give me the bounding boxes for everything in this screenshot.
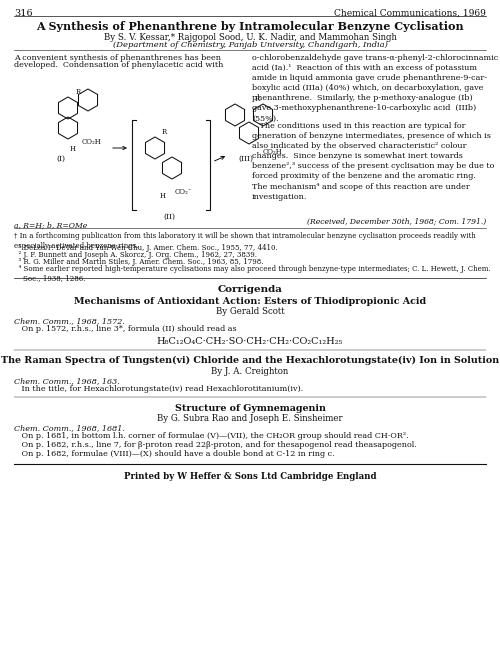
Text: R: R [162, 128, 167, 136]
Text: o-chlorobenzaldehyde gave trans-α-phenyl-2-chlorocinnamic
acid (Ia).¹  Reaction : o-chlorobenzaldehyde gave trans-α-phenyl… [252, 54, 498, 122]
Text: Chem. Comm., 1968, 1681.: Chem. Comm., 1968, 1681. [14, 424, 125, 432]
Text: In the title, for Hexachlorotungstate(iv) read Hexachlorotitanium(iv).: In the title, for Hexachlorotungstate(iv… [14, 385, 303, 393]
Text: Chem. Comm., 1968, 163.: Chem. Comm., 1968, 163. [14, 377, 120, 385]
Text: ⁴ Some earlier reported high-temperature cyclisations may also proceed through b: ⁴ Some earlier reported high-temperature… [14, 265, 491, 282]
Text: R: R [255, 95, 260, 103]
Text: a, R=H; b, R=OMe: a, R=H; b, R=OMe [14, 222, 88, 230]
Text: On p. 1681, in bottom l.h. corner of formulae (V)—(VII), the CH₂OR group should : On p. 1681, in bottom l.h. corner of for… [14, 432, 408, 440]
Text: (III): (III) [238, 155, 253, 163]
Text: R: R [76, 88, 81, 96]
Text: Printed by W Heffer & Sons Ltd Cambridge England: Printed by W Heffer & Sons Ltd Cambridge… [124, 472, 376, 481]
Text: Chemical Communications, 1969: Chemical Communications, 1969 [334, 9, 486, 18]
Text: By S. V. Kessar,* Rajgopol Sood, U. K. Nadir, and Mammohan Singh: By S. V. Kessar,* Rajgopol Sood, U. K. N… [104, 33, 397, 42]
Text: On p. 1572, r.h.s., line 3*, formula (II) should read as: On p. 1572, r.h.s., line 3*, formula (II… [14, 325, 236, 333]
Text: CO₂⁻: CO₂⁻ [175, 188, 192, 196]
Text: Structure of Gymnemagenin: Structure of Gymnemagenin [174, 404, 326, 413]
Text: H: H [70, 145, 76, 153]
Text: A Synthesis of Phenanthrene by Intramolecular Benzyne Cyclisation: A Synthesis of Phenanthrene by Intramole… [36, 21, 464, 32]
Text: H: H [160, 192, 166, 200]
Text: developed.  Condensation of phenylacetic acid with: developed. Condensation of phenylacetic … [14, 61, 224, 69]
Text: H₈C₁₂O₄C·CH₂·SO·CH₂·CH₂·CO₂C₁₂H₂₅: H₈C₁₂O₄C·CH₂·SO·CH₂·CH₂·CO₂C₁₂H₂₅ [157, 337, 343, 346]
Text: ² J. F. Bunnett and Joseph A. Skorcz, J. Org. Chem., 1962, 27, 3839.: ² J. F. Bunnett and Joseph A. Skorcz, J.… [14, 251, 257, 259]
Text: The conditions used in this reaction are typical for
generation of benzyne inter: The conditions used in this reaction are… [252, 122, 494, 201]
Text: CO₂H: CO₂H [82, 138, 102, 146]
Text: (Received, December 30th, 1968; Com. 1791.): (Received, December 30th, 1968; Com. 179… [307, 218, 486, 226]
Text: (I): (I) [56, 155, 65, 163]
Text: ³ R. G. Miller and Martin Stiles, J. Amer. Chem. Soc., 1963, 85, 1798.: ³ R. G. Miller and Martin Stiles, J. Ame… [14, 258, 264, 266]
Text: By Gerald Scott: By Gerald Scott [216, 307, 284, 316]
Text: Mechanisms of Antioxidant Action: Esters of Thiodipropionic Acid: Mechanisms of Antioxidant Action: Esters… [74, 297, 426, 306]
Text: (II): (II) [163, 213, 175, 221]
Text: On p. 1682, formulae (VIII)—(X) should have a double bond at C-12 in ring c.: On p. 1682, formulae (VIII)—(X) should h… [14, 450, 334, 458]
Text: Chem. Comm., 1968, 1572.: Chem. Comm., 1968, 1572. [14, 317, 125, 325]
Text: † In a forthcoming publication from this laboratory it will be shown that intram: † In a forthcoming publication from this… [14, 232, 476, 250]
Text: CO₂H: CO₂H [263, 148, 283, 156]
Text: Corrigenda: Corrigenda [218, 285, 282, 294]
Text: On p. 1682, r.h.s., line 7, for β-proton read 22β-proton, and for thesapogenol r: On p. 1682, r.h.s., line 7, for β-proton… [14, 441, 417, 449]
Text: The Raman Spectra of Tungsten(vi) Chloride and the Hexachlorotungstate(iv) Ion i: The Raman Spectra of Tungsten(vi) Chlori… [1, 356, 499, 365]
Text: By G. Subra Rao and Joseph E. Sinsheimer: By G. Subra Rao and Joseph E. Sinsheimer [157, 414, 343, 423]
Text: A convenient synthesis of phenanthrenes has been: A convenient synthesis of phenanthrenes … [14, 54, 221, 62]
Text: (Department of Chemistry, Panjab University, Chandigarh, India): (Department of Chemistry, Panjab Univers… [112, 41, 388, 49]
Text: ¹ DeLos F. DeTar and Yun-Wen Chu, J. Amer. Chem. Soc., 1955, 77, 4410.: ¹ DeLos F. DeTar and Yun-Wen Chu, J. Ame… [14, 244, 278, 252]
Text: By J. A. Creighton: By J. A. Creighton [212, 367, 288, 376]
Text: 316: 316 [14, 9, 32, 18]
